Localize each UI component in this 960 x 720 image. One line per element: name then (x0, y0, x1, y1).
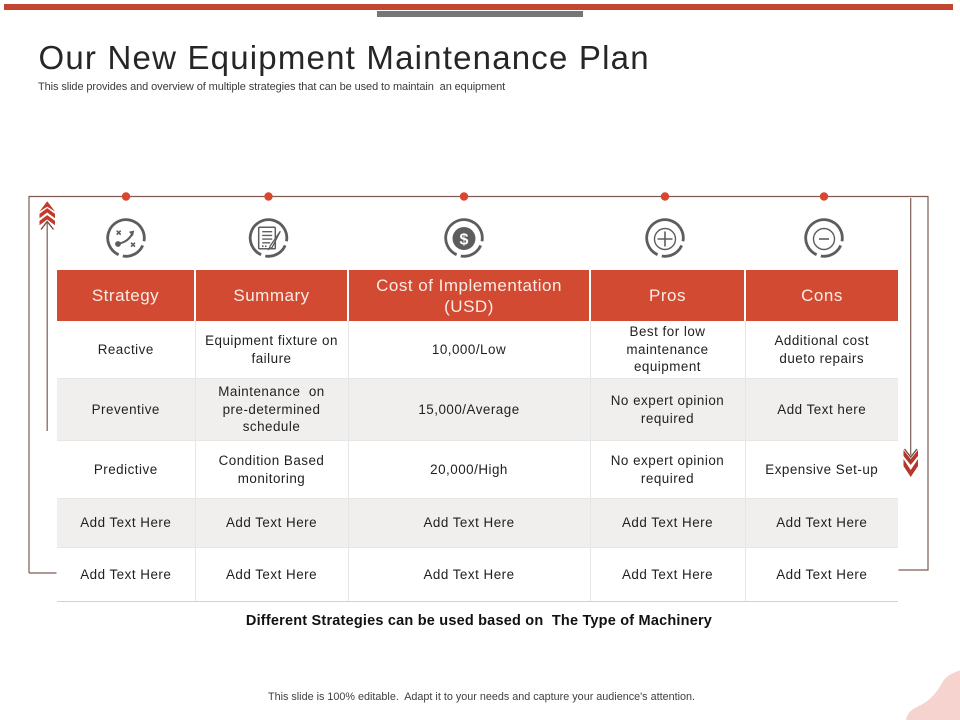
svg-text:$: $ (460, 232, 469, 249)
